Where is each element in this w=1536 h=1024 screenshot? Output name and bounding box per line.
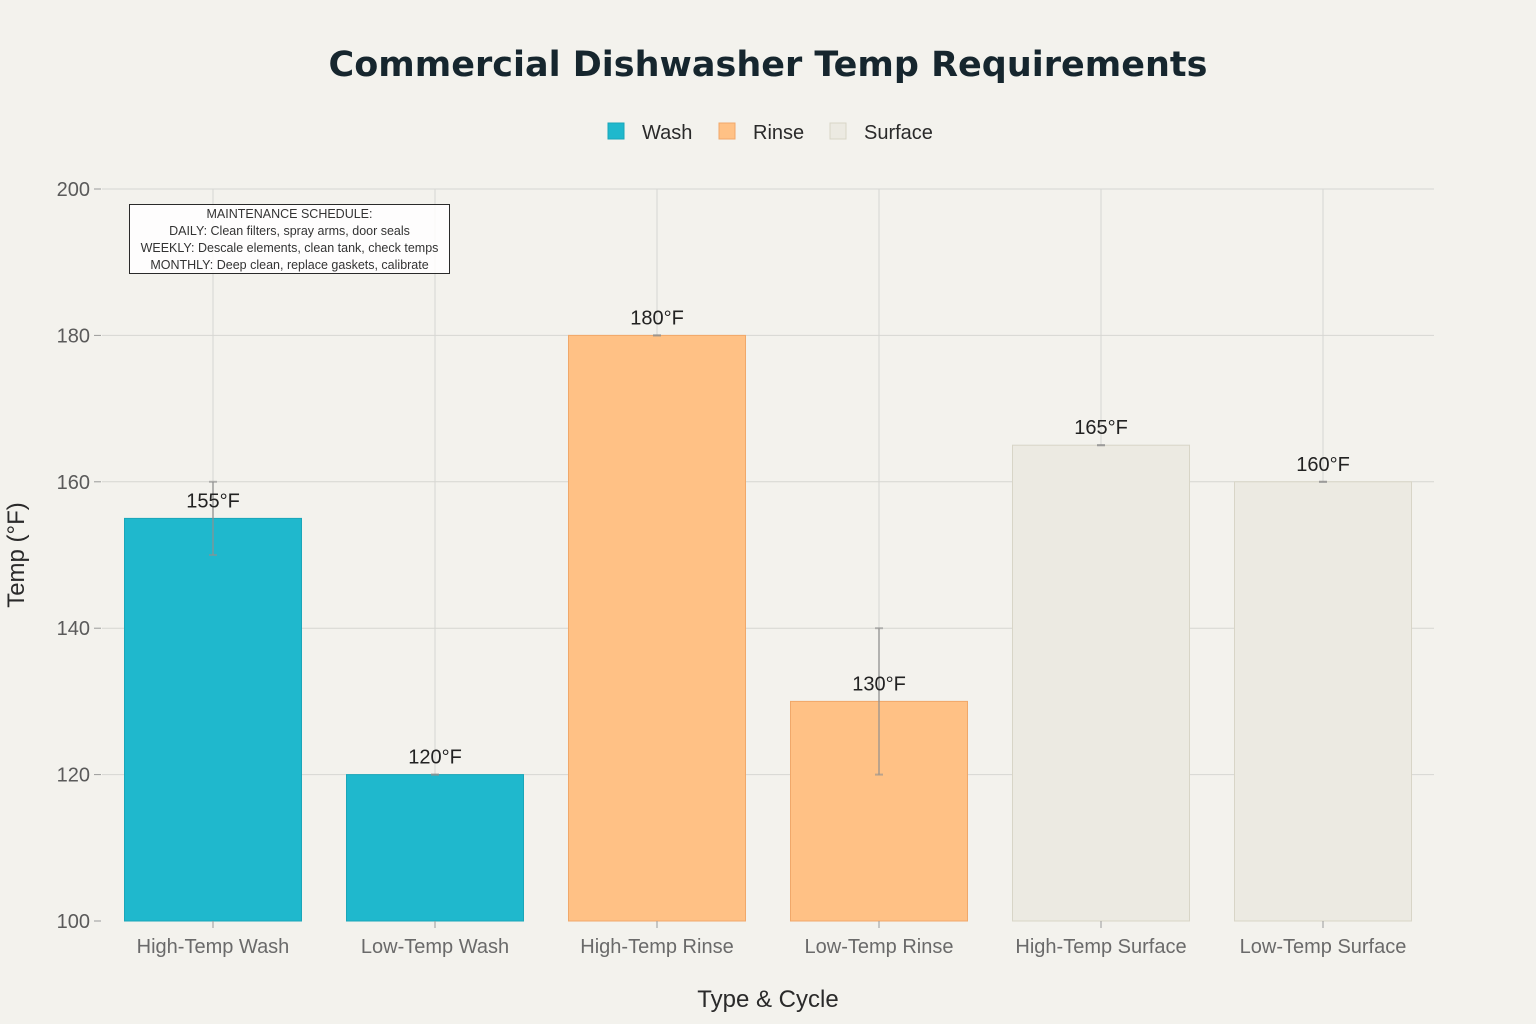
data-label: 155°F xyxy=(186,490,240,512)
x-tick-label: Low-Temp Wash xyxy=(361,936,509,958)
error-bars xyxy=(209,334,1327,776)
bar-high-temp-wash xyxy=(124,517,302,922)
x-tick-label: Low-Temp Surface xyxy=(1240,936,1407,958)
y-tick-label: 100 xyxy=(57,911,90,933)
x-tick-label: High-Temp Rinse xyxy=(580,936,733,958)
legend-swatch-rinse xyxy=(718,122,736,140)
x-tick-label: High-Temp Surface xyxy=(1015,936,1186,958)
maintenance-note: MAINTENANCE SCHEDULE: DAILY: Clean filter… xyxy=(129,204,450,274)
note-line: MAINTENANCE SCHEDULE: xyxy=(207,207,373,221)
chart-title: Commercial Dishwasher Temp Requirements xyxy=(329,45,1208,85)
y-axis-ticks: 100 120 140 160 180 200 xyxy=(57,179,101,933)
y-axis-title: Temp (°F) xyxy=(3,502,30,608)
data-label: 165°F xyxy=(1074,417,1128,439)
y-tick-label: 140 xyxy=(57,618,90,640)
bar-low-temp-surface xyxy=(1234,481,1412,922)
x-tick-label: Low-Temp Rinse xyxy=(805,936,954,958)
legend: Wash Rinse Surface xyxy=(607,122,933,144)
bar-high-temp-rinse xyxy=(568,334,746,922)
note-line: MONTHLY: Deep clean, replace gaskets, ca… xyxy=(150,258,428,272)
bar-high-temp-surface xyxy=(1012,444,1190,922)
y-tick-label: 200 xyxy=(57,179,90,201)
bar-low-temp-wash xyxy=(346,774,524,922)
note-line: DAILY: Clean filters, spray arms, door s… xyxy=(169,224,410,238)
y-tick-label: 160 xyxy=(57,472,90,494)
bars xyxy=(124,334,1412,922)
x-axis-title: Type & Cycle xyxy=(697,986,838,1013)
legend-label-surface: Surface xyxy=(864,122,933,144)
x-tick-label: High-Temp Wash xyxy=(137,936,290,958)
legend-swatch-wash xyxy=(607,122,625,140)
legend-label-wash: Wash xyxy=(642,122,692,144)
y-tick-label: 120 xyxy=(57,765,90,787)
data-label: 120°F xyxy=(408,747,462,769)
x-axis-ticks: High-Temp Wash Low-Temp Wash High-Temp Rin… xyxy=(137,921,1407,958)
data-labels: 155°F 120°F 180°F 130°F 165°F 160°F xyxy=(186,307,1350,768)
y-tick-label: 180 xyxy=(57,325,90,347)
legend-swatch-surface xyxy=(829,122,847,140)
note-line: WEEKLY: Descale elements, clean tank, ch… xyxy=(141,241,439,255)
data-label: 130°F xyxy=(852,673,906,695)
legend-label-rinse: Rinse xyxy=(753,122,804,144)
note-box xyxy=(129,204,450,274)
data-label: 160°F xyxy=(1296,454,1350,476)
data-label: 180°F xyxy=(630,307,684,329)
